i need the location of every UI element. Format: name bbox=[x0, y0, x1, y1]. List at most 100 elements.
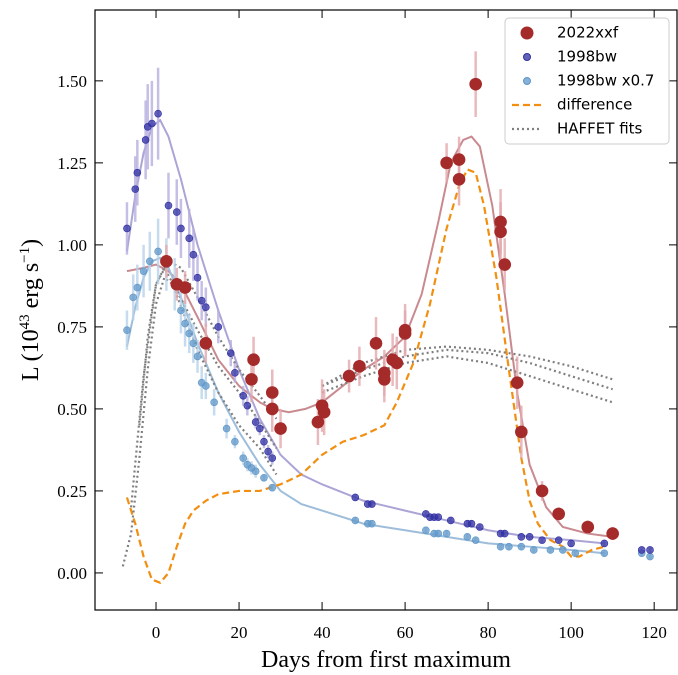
difference-line bbox=[125, 168, 605, 585]
data-point bbox=[368, 500, 376, 508]
data-point bbox=[498, 258, 512, 271]
data-point bbox=[239, 454, 247, 462]
data-point bbox=[226, 349, 235, 357]
data-point bbox=[141, 136, 150, 144]
data-point bbox=[268, 454, 277, 462]
data-point bbox=[133, 283, 142, 292]
fit-curve bbox=[126, 135, 613, 538]
data-point bbox=[129, 293, 137, 302]
haffet-fit bbox=[321, 348, 613, 391]
data-point bbox=[471, 536, 480, 544]
data-point bbox=[256, 424, 264, 433]
legend: 2022xxf 1998bw 1998bw x0.7 difference HAFFET… bbox=[504, 17, 670, 145]
data-point bbox=[646, 546, 654, 554]
legend-marker bbox=[520, 26, 534, 40]
data-point bbox=[494, 225, 507, 239]
data-point bbox=[538, 536, 546, 544]
data-point bbox=[123, 224, 131, 233]
y-tick-label: 0.00 bbox=[57, 564, 87, 583]
data-point bbox=[535, 484, 549, 498]
y-label-part: erg s bbox=[18, 263, 44, 315]
data-point bbox=[378, 373, 391, 386]
x-tick-label: 120 bbox=[641, 623, 667, 642]
legend-marker bbox=[523, 77, 531, 85]
data-point bbox=[202, 303, 210, 312]
x-tick-label: 40 bbox=[314, 623, 331, 642]
data-point bbox=[452, 153, 466, 166]
x-tick-label: 20 bbox=[231, 623, 248, 642]
data-point bbox=[517, 533, 526, 541]
legend-label: difference bbox=[557, 96, 632, 114]
data-point bbox=[567, 539, 575, 548]
plot-area bbox=[121, 51, 654, 585]
data-point bbox=[525, 533, 534, 541]
data-point bbox=[189, 250, 198, 259]
data-point bbox=[131, 185, 140, 193]
data-point bbox=[422, 526, 430, 535]
y-tick-label: 1.25 bbox=[57, 154, 87, 173]
y-tick-label: 1.00 bbox=[57, 236, 87, 255]
data-point bbox=[500, 529, 509, 538]
data-point bbox=[600, 539, 609, 548]
data-point bbox=[247, 353, 260, 366]
data-point bbox=[251, 418, 260, 426]
data-point bbox=[185, 329, 194, 338]
axes: 0 20 40 60 80 100 120 0.00 0.25 0.50 0.75 1.00 1.25 1… bbox=[57, 10, 677, 642]
data-point bbox=[559, 546, 567, 554]
data-point bbox=[181, 319, 189, 328]
data-point bbox=[517, 542, 526, 551]
data-point bbox=[222, 424, 231, 433]
data-point bbox=[154, 247, 162, 256]
data-point bbox=[606, 527, 619, 540]
legend-box bbox=[504, 17, 670, 145]
data-point bbox=[529, 546, 538, 554]
data-point bbox=[189, 339, 198, 348]
data-point bbox=[193, 352, 202, 361]
data-point bbox=[239, 391, 247, 400]
data-point bbox=[554, 536, 563, 544]
data-point bbox=[148, 119, 156, 128]
data-point bbox=[463, 533, 472, 541]
data-point bbox=[434, 529, 443, 538]
y-axis-label: L (1043 erg s−1) bbox=[17, 239, 44, 381]
data-point bbox=[552, 507, 565, 521]
data-point bbox=[505, 542, 513, 551]
data-point bbox=[581, 520, 595, 534]
y-tick-label: 1.50 bbox=[57, 72, 87, 91]
data-point bbox=[452, 172, 466, 186]
data-point bbox=[214, 323, 223, 331]
legend-label: 1998bw x0.7 bbox=[557, 72, 654, 90]
data-point bbox=[264, 447, 272, 456]
haffet-fit bbox=[321, 355, 613, 404]
data-point bbox=[177, 306, 185, 315]
data-point bbox=[600, 549, 609, 558]
data-point bbox=[351, 493, 360, 502]
haffet-fit bbox=[321, 345, 613, 387]
data-point bbox=[571, 549, 580, 558]
data-point bbox=[210, 398, 218, 407]
data-point bbox=[260, 437, 268, 446]
data-point bbox=[265, 402, 279, 416]
data-point bbox=[265, 386, 279, 399]
data-point bbox=[476, 523, 484, 531]
data-point bbox=[154, 109, 162, 118]
data-point bbox=[274, 422, 287, 435]
data-point bbox=[469, 77, 482, 91]
y-tick-label: 0.75 bbox=[57, 318, 87, 337]
x-tick-label: 60 bbox=[397, 623, 414, 642]
data-point bbox=[199, 336, 213, 350]
data-point bbox=[369, 336, 383, 350]
y-label-exponent: −1 bbox=[17, 247, 33, 263]
x-tick-label: 80 bbox=[480, 623, 497, 642]
data-point bbox=[160, 254, 173, 268]
plot-frame bbox=[94, 9, 678, 611]
data-point bbox=[353, 359, 366, 373]
y-label-part: L (10 bbox=[18, 329, 44, 381]
x-tick-label: 0 bbox=[152, 623, 161, 642]
x-axis-label: Days from first maximum bbox=[261, 647, 511, 673]
legend-label: 1998bw bbox=[557, 48, 617, 66]
data-point bbox=[317, 405, 331, 419]
data-point bbox=[368, 519, 376, 528]
data-point bbox=[496, 542, 505, 551]
data-point bbox=[311, 415, 325, 429]
